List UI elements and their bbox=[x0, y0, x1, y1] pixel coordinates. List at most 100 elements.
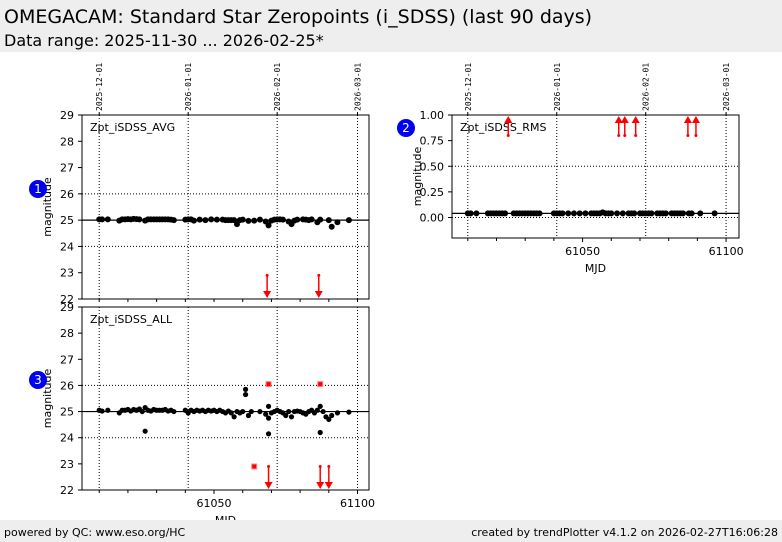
limit-arrow-down bbox=[314, 291, 323, 298]
data-point bbox=[99, 408, 105, 414]
y-tick-label: 28 bbox=[60, 135, 74, 148]
y-tick-label: 23 bbox=[60, 267, 74, 280]
data-point bbox=[697, 210, 704, 217]
limit-arrow-up bbox=[614, 116, 623, 123]
data-point bbox=[242, 386, 249, 392]
data-point bbox=[136, 216, 143, 223]
limit-arrow-up bbox=[683, 116, 692, 123]
data-point bbox=[196, 216, 203, 223]
y-tick-label: 28 bbox=[60, 327, 74, 340]
data-point bbox=[308, 216, 315, 223]
limit-arrow-up bbox=[631, 116, 640, 123]
date-tick-label: 2026-03-01 bbox=[722, 63, 731, 111]
limit-arrow-up bbox=[620, 116, 629, 123]
limit-point bbox=[617, 134, 621, 137]
limit-point bbox=[317, 273, 321, 277]
data-point bbox=[334, 410, 341, 416]
data-point bbox=[631, 210, 638, 217]
data-point bbox=[608, 210, 615, 217]
data-range: Data range: 2025-11-30 ... 2026-02-25* bbox=[4, 31, 324, 50]
x-tick-label: 61100 bbox=[709, 245, 744, 258]
data-point bbox=[559, 210, 566, 217]
header: OMEGACAM: Standard Star Zeropoints (i_SD… bbox=[0, 0, 782, 52]
data-point bbox=[190, 217, 197, 224]
y-tick-label: 1.00 bbox=[420, 109, 445, 122]
data-point bbox=[265, 403, 272, 409]
flagged-point bbox=[251, 463, 258, 470]
data-point bbox=[648, 210, 655, 217]
date-tick-label: 2026-02-01 bbox=[642, 63, 651, 111]
y-tick-label: 0.25 bbox=[420, 186, 445, 199]
data-point bbox=[283, 412, 289, 419]
limit-point bbox=[267, 464, 271, 468]
limit-point bbox=[318, 464, 322, 468]
data-point bbox=[680, 210, 687, 217]
data-point bbox=[213, 216, 220, 223]
data-point bbox=[265, 222, 272, 229]
plot-badge-2[interactable]: 2 bbox=[397, 119, 415, 137]
data-point bbox=[467, 210, 474, 217]
data-point bbox=[314, 407, 320, 413]
y-tick-label: 29 bbox=[60, 301, 74, 314]
y-tick-label: 23 bbox=[60, 458, 74, 471]
limit-arrow-down bbox=[263, 291, 272, 298]
y-tick-label: 27 bbox=[60, 353, 74, 366]
date-tick-label: 2025-12-01 bbox=[95, 63, 104, 111]
data-point bbox=[536, 210, 543, 217]
limit-arrow-down bbox=[324, 482, 333, 489]
plot-badge-1[interactable]: 1 bbox=[29, 180, 47, 198]
data-point bbox=[317, 216, 324, 223]
data-point bbox=[576, 210, 583, 217]
data-point bbox=[334, 219, 341, 226]
plot-frame bbox=[451, 114, 740, 239]
data-point bbox=[329, 412, 335, 419]
limit-arrow-down bbox=[316, 482, 325, 489]
limit-point bbox=[327, 464, 331, 468]
data-point bbox=[171, 408, 177, 415]
data-point bbox=[279, 216, 286, 223]
limit-point bbox=[634, 134, 638, 137]
flagged-point bbox=[265, 381, 272, 388]
footer: powered by QC: www.eso.org/HC created by… bbox=[0, 520, 782, 542]
date-tick-label: 2026-03-01 bbox=[354, 63, 363, 111]
plot-label: Zpt_iSDSS_RMS bbox=[460, 121, 546, 134]
y-tick-label: 26 bbox=[60, 188, 74, 201]
x-tick-label: 61100 bbox=[340, 497, 375, 510]
y-axis-label: magnitude bbox=[411, 147, 424, 207]
plot-frame bbox=[81, 306, 370, 491]
y-tick-label: 0.75 bbox=[420, 135, 445, 148]
data-point bbox=[239, 216, 246, 223]
data-point bbox=[614, 210, 621, 217]
date-tick-label: 2026-01-01 bbox=[184, 63, 193, 111]
data-point bbox=[320, 408, 326, 415]
data-point bbox=[248, 408, 254, 415]
limit-point bbox=[623, 134, 627, 137]
y-tick-label: 22 bbox=[60, 293, 74, 306]
y-tick-label: 25 bbox=[60, 406, 74, 419]
date-tick-label: 2026-01-01 bbox=[553, 63, 562, 111]
limit-point bbox=[686, 134, 690, 137]
footer-powered-by: powered by QC: www.eso.org/HC bbox=[4, 526, 186, 539]
plot-badge-3[interactable]: 3 bbox=[29, 371, 47, 389]
y-tick-label: 24 bbox=[60, 432, 74, 445]
data-point bbox=[619, 210, 626, 217]
data-point bbox=[502, 210, 509, 217]
data-point bbox=[688, 210, 695, 217]
data-point bbox=[256, 216, 263, 223]
data-point bbox=[325, 217, 332, 224]
y-tick-label: 25 bbox=[60, 214, 74, 227]
data-point bbox=[245, 412, 252, 419]
data-point bbox=[208, 216, 215, 223]
plot-label: Zpt_iSDSS_AVG bbox=[90, 121, 175, 134]
data-point bbox=[288, 414, 295, 420]
data-point bbox=[202, 217, 209, 224]
data-point bbox=[99, 216, 106, 223]
data-point bbox=[139, 408, 145, 415]
data-point bbox=[265, 431, 272, 437]
flagged-point bbox=[317, 381, 324, 388]
date-tick-label: 2026-02-01 bbox=[273, 63, 282, 111]
data-point bbox=[245, 217, 252, 224]
data-point bbox=[328, 223, 335, 230]
data-point bbox=[565, 210, 572, 217]
